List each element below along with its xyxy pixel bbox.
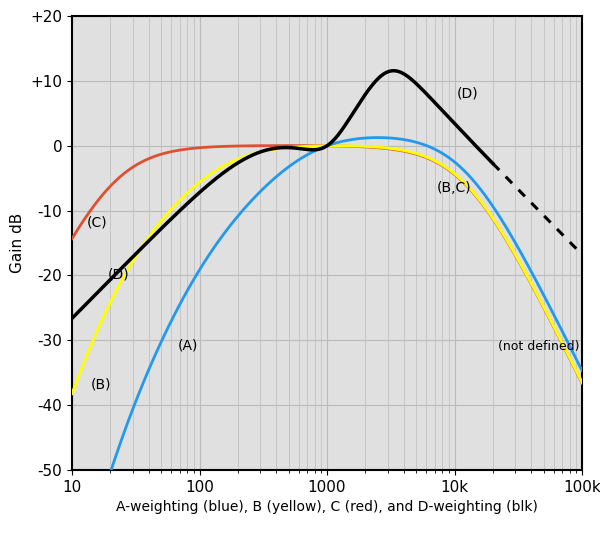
Text: (A): (A) — [178, 339, 199, 353]
Text: (D): (D) — [107, 268, 129, 282]
Text: (B,C): (B,C) — [436, 181, 471, 195]
Text: (not defined): (not defined) — [498, 340, 580, 353]
Text: (D): (D) — [457, 86, 479, 100]
Y-axis label: Gain dB: Gain dB — [10, 213, 25, 273]
Text: (B): (B) — [91, 378, 111, 392]
X-axis label: A-weighting (blue), B (yellow), C (red), and D-weighting (blk): A-weighting (blue), B (yellow), C (red),… — [116, 500, 538, 514]
Text: (C): (C) — [86, 216, 107, 230]
